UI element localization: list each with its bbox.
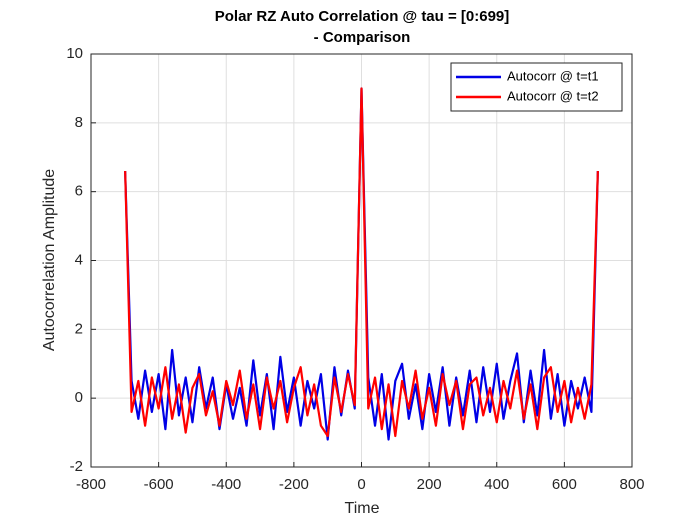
x-tick-label: 0 bbox=[357, 476, 365, 493]
axes-box bbox=[90, 53, 633, 468]
y-tick-label: -2 bbox=[70, 458, 83, 475]
y-tick-label: 4 bbox=[75, 251, 83, 268]
data-line bbox=[124, 87, 599, 438]
chart-subtitle: - Comparison bbox=[314, 29, 411, 46]
y-tick-label: 6 bbox=[75, 183, 83, 200]
x-tick-label: -200 bbox=[279, 476, 309, 493]
x-tick-label: -800 bbox=[76, 476, 106, 493]
y-tick-label: 10 bbox=[66, 45, 83, 62]
legend-label: Autocorr @ t=t1 bbox=[507, 68, 599, 83]
y-tick-label: 8 bbox=[75, 114, 83, 131]
x-tick-label: 600 bbox=[552, 476, 577, 493]
x-tick-label: -600 bbox=[144, 476, 174, 493]
legend-box bbox=[450, 62, 623, 112]
y-tick-label: 0 bbox=[75, 389, 83, 406]
legend: Autocorr @ t=t1 Autocorr @ t=t2 bbox=[450, 62, 623, 112]
legend-label: Autocorr @ t=t2 bbox=[507, 88, 599, 103]
chart-title: Polar RZ Auto Correlation @ tau = [0:699… bbox=[215, 8, 510, 25]
x-tick-label: 400 bbox=[484, 476, 509, 493]
y-axis-label: Autocorrelation Amplitude bbox=[41, 169, 58, 351]
x-tick-label: 200 bbox=[417, 476, 442, 493]
x-tick-label: -400 bbox=[211, 476, 241, 493]
x-tick-label: 800 bbox=[619, 476, 644, 493]
x-axis-label: Time bbox=[345, 500, 380, 517]
y-tick-label: 2 bbox=[75, 320, 83, 337]
